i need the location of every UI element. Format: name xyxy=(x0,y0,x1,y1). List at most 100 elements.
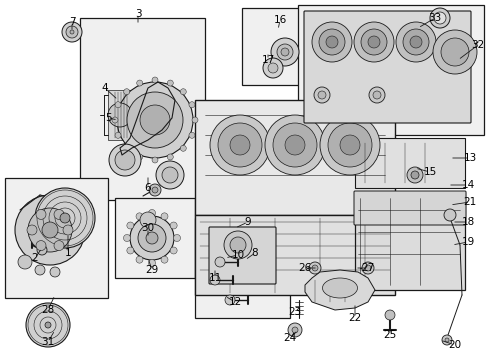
FancyBboxPatch shape xyxy=(353,191,465,225)
Circle shape xyxy=(267,63,278,73)
Circle shape xyxy=(218,123,262,167)
Circle shape xyxy=(156,161,183,189)
Circle shape xyxy=(62,22,82,42)
Circle shape xyxy=(432,30,476,74)
Circle shape xyxy=(272,123,316,167)
Circle shape xyxy=(36,210,46,219)
Text: 9: 9 xyxy=(244,217,251,227)
Circle shape xyxy=(15,195,85,265)
Text: 33: 33 xyxy=(427,13,441,23)
Circle shape xyxy=(115,150,135,170)
Circle shape xyxy=(54,210,64,219)
Circle shape xyxy=(137,154,142,160)
Circle shape xyxy=(406,167,422,183)
Text: 16: 16 xyxy=(273,15,286,25)
Circle shape xyxy=(433,12,445,24)
Circle shape xyxy=(162,167,178,183)
Text: 2: 2 xyxy=(32,253,38,263)
Circle shape xyxy=(35,188,95,248)
Circle shape xyxy=(367,36,379,48)
Circle shape xyxy=(325,36,337,48)
Circle shape xyxy=(319,115,379,175)
Text: 8: 8 xyxy=(251,248,258,258)
Text: 28: 28 xyxy=(41,305,55,315)
Circle shape xyxy=(402,29,428,55)
Circle shape xyxy=(264,115,325,175)
Circle shape xyxy=(285,135,305,155)
Circle shape xyxy=(140,212,156,228)
Circle shape xyxy=(443,209,455,221)
Text: 22: 22 xyxy=(347,313,361,323)
Circle shape xyxy=(224,231,251,259)
Circle shape xyxy=(409,36,421,48)
Ellipse shape xyxy=(322,278,357,298)
Circle shape xyxy=(152,157,158,163)
Circle shape xyxy=(263,58,283,78)
Bar xyxy=(108,90,132,140)
Text: 17: 17 xyxy=(261,55,274,65)
Circle shape xyxy=(140,105,170,135)
Bar xyxy=(195,100,394,215)
Bar xyxy=(195,215,394,295)
Bar xyxy=(115,198,195,278)
Text: 15: 15 xyxy=(423,167,436,177)
Circle shape xyxy=(54,240,64,251)
Circle shape xyxy=(127,92,183,148)
Text: 29: 29 xyxy=(145,265,158,275)
Text: 14: 14 xyxy=(461,180,474,190)
Circle shape xyxy=(27,225,37,235)
Circle shape xyxy=(287,323,302,337)
Circle shape xyxy=(123,89,129,95)
Circle shape xyxy=(115,102,121,108)
Circle shape xyxy=(36,240,46,251)
Circle shape xyxy=(180,89,186,95)
Circle shape xyxy=(152,187,158,193)
Bar xyxy=(354,138,464,188)
Circle shape xyxy=(136,256,142,263)
Text: 30: 30 xyxy=(141,223,154,233)
Circle shape xyxy=(368,87,384,103)
Circle shape xyxy=(170,222,177,229)
Text: 1: 1 xyxy=(64,248,71,258)
Bar xyxy=(242,8,331,85)
Circle shape xyxy=(317,91,325,99)
Circle shape xyxy=(173,234,180,242)
Circle shape xyxy=(126,247,134,254)
Text: 23: 23 xyxy=(288,307,301,317)
Circle shape xyxy=(136,213,142,220)
Circle shape xyxy=(229,135,249,155)
Text: 19: 19 xyxy=(461,237,474,247)
Circle shape xyxy=(161,213,168,220)
Circle shape xyxy=(224,295,235,305)
Circle shape xyxy=(429,8,449,28)
Text: 12: 12 xyxy=(228,297,241,307)
Circle shape xyxy=(192,117,198,123)
Circle shape xyxy=(60,213,70,223)
Circle shape xyxy=(26,303,70,347)
Bar xyxy=(195,218,289,318)
Text: 27: 27 xyxy=(361,263,374,273)
Circle shape xyxy=(126,222,134,229)
Circle shape xyxy=(361,262,373,274)
Circle shape xyxy=(209,275,220,285)
Circle shape xyxy=(313,87,329,103)
FancyBboxPatch shape xyxy=(304,11,470,123)
Circle shape xyxy=(276,44,292,60)
Circle shape xyxy=(35,265,45,275)
Circle shape xyxy=(444,338,448,342)
Circle shape xyxy=(318,29,345,55)
Circle shape xyxy=(70,30,74,34)
Circle shape xyxy=(188,132,195,138)
Bar xyxy=(5,178,108,298)
Circle shape xyxy=(137,80,142,86)
Circle shape xyxy=(50,267,60,277)
Text: 31: 31 xyxy=(41,337,55,347)
Circle shape xyxy=(170,247,177,254)
Circle shape xyxy=(339,135,359,155)
Text: 11: 11 xyxy=(208,273,221,283)
Circle shape xyxy=(123,234,130,242)
Circle shape xyxy=(311,265,317,271)
Text: 10: 10 xyxy=(231,250,244,260)
Circle shape xyxy=(215,257,224,267)
Bar xyxy=(354,192,464,290)
